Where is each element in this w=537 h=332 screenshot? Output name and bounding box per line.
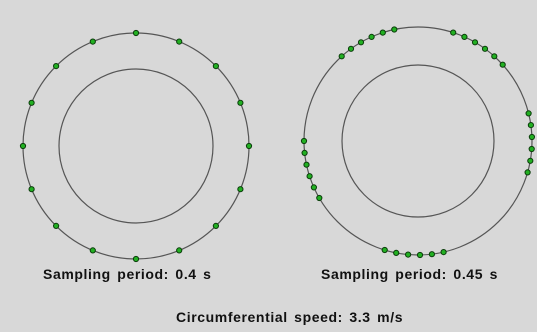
left-sample-point-11 — [53, 222, 60, 229]
right-sample-point-20 — [310, 184, 317, 191]
right-sample-point-26 — [347, 45, 355, 52]
right-sample-point-16 — [405, 251, 412, 258]
left-sample-point-4 — [237, 99, 244, 106]
right-sample-point-3 — [471, 39, 479, 46]
right-outer-circle — [303, 26, 533, 256]
right-sample-point-2 — [461, 33, 468, 41]
left-sample-point-10 — [89, 247, 96, 254]
right-sample-point-27 — [357, 39, 365, 46]
right-sample-point-21 — [306, 173, 313, 180]
left-sample-point-13 — [19, 142, 27, 150]
right-sample-point-12 — [524, 169, 531, 176]
left-sample-point-5 — [245, 142, 253, 150]
right-sample-point-18 — [381, 246, 388, 254]
right-disc-panel — [300, 26, 536, 259]
left-sample-point-2 — [176, 38, 183, 45]
right-sample-point-4 — [481, 45, 489, 52]
right-sample-point-10 — [528, 145, 535, 153]
right-sample-point-24 — [300, 137, 308, 145]
right-sample-point-19 — [316, 194, 323, 202]
right-sample-point-7 — [525, 110, 532, 117]
right-sample-point-14 — [428, 251, 435, 258]
left-sample-markers — [19, 29, 253, 263]
right-inner-circle — [341, 64, 495, 218]
right-sample-point-22 — [303, 161, 310, 168]
left-sample-point-1 — [132, 29, 140, 37]
right-sample-point-28 — [368, 33, 375, 41]
right-sample-point-8 — [527, 122, 535, 129]
right-sample-point-29 — [379, 29, 386, 36]
right-sample-point-11 — [527, 157, 534, 164]
left-inner-circle — [58, 68, 214, 224]
left-sample-point-15 — [53, 63, 60, 70]
left-sample-point-3 — [212, 63, 219, 70]
right-sample-point-9 — [528, 133, 536, 141]
left-sample-point-8 — [176, 247, 183, 254]
right-sample-point-13 — [440, 249, 447, 256]
circumferential-speed-label: Circumferential speed: 3.3 m/s — [176, 309, 404, 325]
left-sample-point-7 — [212, 222, 219, 229]
right-sample-point-25 — [338, 53, 345, 60]
left-disc-panel — [19, 29, 253, 263]
right-sample-markers — [300, 26, 536, 259]
right-sampling-period-label: Sampling period: 0.45 s — [321, 266, 498, 282]
right-sample-point-5 — [491, 53, 498, 60]
right-sample-point-15 — [416, 251, 424, 259]
left-sample-point-6 — [237, 186, 244, 193]
right-sample-point-23 — [301, 149, 308, 156]
right-sample-point-17 — [393, 249, 400, 256]
right-sample-point-30 — [391, 26, 398, 33]
left-sample-point-16 — [89, 38, 96, 45]
left-sample-point-9 — [132, 255, 140, 263]
right-sample-point-6 — [499, 61, 506, 68]
left-sample-point-12 — [28, 186, 35, 193]
left-sampling-period-label: Sampling period: 0.4 s — [43, 266, 212, 282]
left-sample-point-14 — [28, 99, 35, 106]
right-sample-point-1 — [450, 29, 457, 36]
